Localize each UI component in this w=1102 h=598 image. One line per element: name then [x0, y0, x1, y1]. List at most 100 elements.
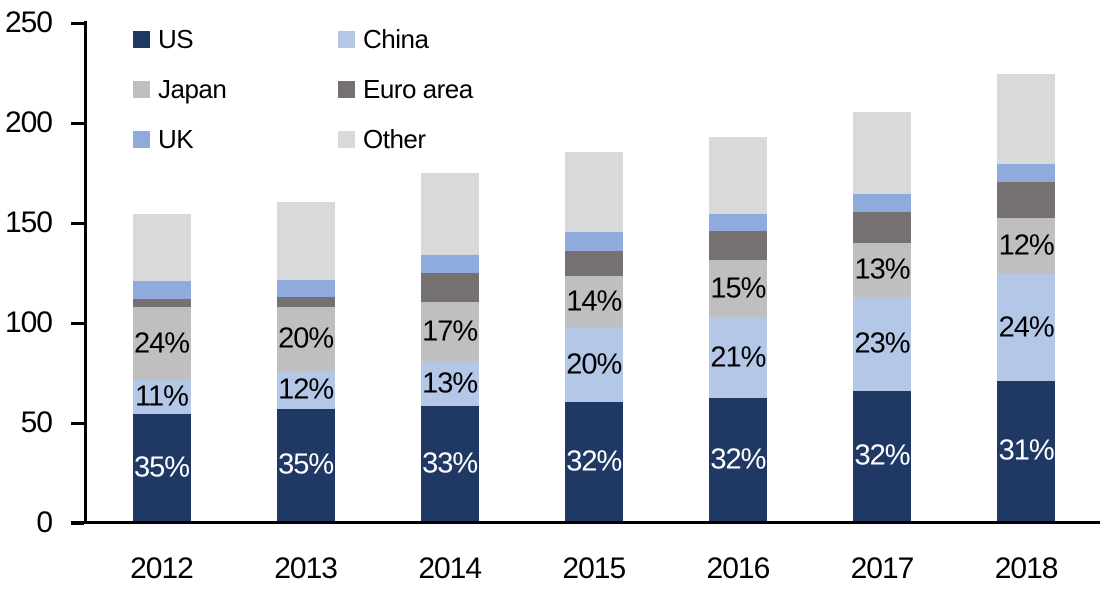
bar-segment-uk — [564, 232, 623, 251]
bar-segment-label: 32% — [566, 445, 622, 477]
bar-segment-other — [853, 112, 911, 194]
x-axis-line — [71, 521, 1100, 524]
legend-swatch-icon — [133, 30, 150, 48]
bar-segment-japan — [276, 307, 335, 371]
legend-label: Japan — [158, 74, 227, 104]
bar-segment-uk — [708, 214, 767, 231]
legend-swatch-icon — [338, 130, 355, 148]
y-axis-tick-label: 200 — [4, 106, 53, 139]
bar-segment-label: 20% — [278, 322, 334, 355]
x-axis-label: 2017 — [850, 552, 915, 585]
bar-segment-china — [853, 297, 911, 391]
y-axis-tick — [71, 422, 84, 425]
legend-label: China — [363, 24, 429, 54]
bar-segment-label: 23% — [854, 327, 910, 360]
x-axis-label: 2016 — [706, 552, 771, 585]
bar-segment-euro-area — [997, 182, 1056, 218]
bar-segment-label: 20% — [566, 348, 622, 381]
bar-segment-euro-area — [276, 297, 335, 307]
bar-segment-label: 24% — [133, 327, 190, 359]
y-axis-tick — [71, 22, 84, 25]
bar-segment-us — [132, 414, 191, 521]
legend-item-china: China — [338, 26, 473, 52]
bar-segment-euro-area — [564, 251, 623, 276]
bar-segment-label: 35% — [133, 451, 190, 483]
bar-segment-other — [276, 202, 335, 280]
bar-segment-uk — [132, 281, 191, 299]
x-axis-label: 2012 — [130, 552, 194, 585]
bar-segment-euro-area — [420, 273, 479, 302]
y-axis-tick-label: 0 — [36, 506, 53, 539]
y-axis-tick — [71, 222, 84, 225]
bar-segment-label: 32% — [854, 439, 910, 472]
bar-segment-japan — [708, 260, 767, 317]
bar-segment-japan — [997, 218, 1056, 274]
bar-segment-label: 12% — [998, 229, 1055, 262]
bar-segment-us — [276, 409, 335, 521]
bar-segment-label: 35% — [278, 448, 334, 481]
legend-swatch-icon — [338, 30, 355, 48]
bar-segment-uk — [276, 280, 335, 297]
bar-segment-label: 32% — [710, 443, 766, 475]
bar-segment-label: 13% — [854, 253, 910, 286]
x-axis-label: 2013 — [274, 552, 338, 585]
legend-label: US — [158, 24, 194, 54]
bar-segment-us — [564, 402, 623, 521]
y-axis-tick-label: 50 — [20, 406, 53, 439]
bar-segment-other — [132, 214, 191, 281]
legend-item-us: US — [133, 26, 338, 52]
bar-segment-china — [708, 317, 767, 398]
bar-segment-uk — [853, 194, 911, 212]
legend-swatch-icon — [133, 80, 150, 98]
bar-segment-label: 14% — [566, 285, 622, 318]
bar-segment-japan — [420, 302, 479, 361]
y-axis-line — [84, 21, 87, 524]
bar-segment-japan — [132, 307, 191, 380]
x-axis-label: 2018 — [994, 552, 1059, 585]
bar-segment-us — [708, 398, 767, 521]
legend-label: Other — [363, 124, 426, 154]
bar-segment-label: 31% — [998, 434, 1055, 467]
bar-segment-china — [132, 380, 191, 414]
bar-segment-us — [420, 406, 479, 521]
bar-segment-label: 21% — [710, 341, 766, 373]
bar-segment-label: 11% — [135, 380, 189, 413]
bar-segment-us — [997, 381, 1056, 521]
legend-item-japan: Japan — [133, 76, 338, 102]
legend-item-uk: UK — [133, 126, 338, 152]
bar-segment-label: 17% — [422, 315, 478, 347]
bar-segment-label: 12% — [278, 373, 334, 406]
legend-swatch-icon — [133, 130, 150, 148]
legend-item-other: Other — [338, 126, 473, 152]
legend: US China Japan Euro area UK Other — [133, 26, 473, 176]
legend-label: Euro area — [363, 74, 473, 104]
bar-segment-other — [708, 137, 767, 214]
bar-segment-other — [420, 173, 479, 255]
bar-segment-label: 15% — [710, 272, 766, 304]
bar-segment-us — [853, 391, 911, 521]
bar-segment-euro-area — [708, 231, 767, 260]
bar-segment-china — [997, 274, 1056, 381]
bar-segment-other — [564, 152, 623, 232]
bar-segment-japan — [853, 243, 911, 297]
bar-segment-uk — [420, 255, 479, 273]
x-axis-label: 2015 — [562, 552, 626, 585]
bar-segment-uk — [997, 164, 1056, 182]
legend-label: UK — [158, 124, 194, 154]
legend-swatch-icon — [338, 80, 355, 98]
bar-segment-euro-area — [853, 212, 911, 243]
bar-segment-label: 24% — [998, 311, 1055, 343]
bar-segment-label: 33% — [422, 447, 478, 479]
bar-segment-label: 13% — [422, 367, 478, 399]
x-axis-label: 2014 — [418, 552, 482, 585]
bar-segment-other — [997, 74, 1056, 164]
bar-segment-china — [420, 361, 479, 406]
bar-segment-china — [564, 328, 623, 402]
bar-segment-euro-area — [132, 299, 191, 307]
bar-segment-japan — [564, 276, 623, 328]
y-axis-tick-label: 100 — [4, 306, 53, 339]
y-axis-tick — [71, 322, 84, 325]
y-axis-tick-label: 250 — [4, 6, 53, 39]
